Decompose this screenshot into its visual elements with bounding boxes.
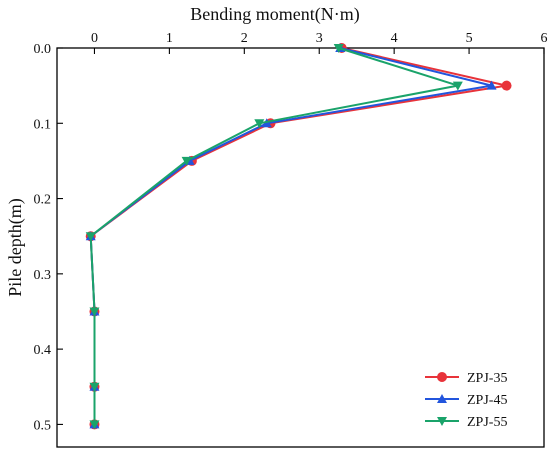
legend-item: ZPJ-55 (425, 415, 507, 430)
legend-marker (437, 394, 447, 403)
ticks-layer: 0 1 2 3 4 5 6 0.0 0.1 0.2 0.3 0.4 0.5 (34, 31, 548, 433)
series-layer (85, 43, 512, 430)
legend-item: ZPJ-45 (425, 393, 507, 408)
x-axis-title: Bending moment(N·m) (190, 4, 359, 25)
data-point (254, 119, 265, 129)
data-point (89, 382, 100, 392)
series-zpj-45 (85, 43, 497, 429)
x-tick-label: 3 (316, 31, 323, 46)
series-zpj-35 (85, 43, 512, 430)
legend: ZPJ-35 ZPJ-45 ZPJ-55 (425, 371, 507, 430)
y-tick-label: 0.0 (34, 42, 52, 57)
x-tick-label: 1 (166, 31, 173, 46)
x-tick-label: 0 (91, 31, 98, 46)
plot-area-frame (56, 47, 545, 448)
series-line (89, 47, 492, 425)
series-zpj-55 (85, 44, 463, 430)
legend-label: ZPJ-45 (467, 393, 507, 408)
series-line (89, 47, 459, 425)
x-tick-label: 6 (541, 31, 548, 46)
data-point (452, 81, 463, 91)
y-tick-label: 0.5 (34, 418, 52, 433)
legend-marker (437, 417, 447, 426)
y-axis-title: Pile depth(m) (5, 198, 26, 296)
y-tick-label: 0.3 (34, 268, 52, 283)
legend-label: ZPJ-35 (467, 371, 507, 386)
x-tick-label: 2 (241, 31, 248, 46)
x-tick-label: 4 (391, 31, 398, 46)
legend-marker (437, 372, 447, 382)
x-tick-label: 5 (466, 31, 473, 46)
data-point (181, 156, 192, 166)
y-tick-label: 0.1 (34, 117, 52, 132)
legend-item: ZPJ-35 (425, 371, 507, 386)
data-point (85, 232, 96, 242)
data-point (501, 80, 512, 91)
data-point (486, 80, 497, 90)
series-line (89, 47, 507, 425)
data-point (89, 420, 100, 430)
y-tick-label: 0.2 (34, 193, 52, 208)
y-tick-label: 0.4 (34, 343, 52, 358)
data-point (333, 44, 344, 53)
legend-label: ZPJ-55 (467, 415, 507, 430)
data-point (89, 307, 100, 317)
